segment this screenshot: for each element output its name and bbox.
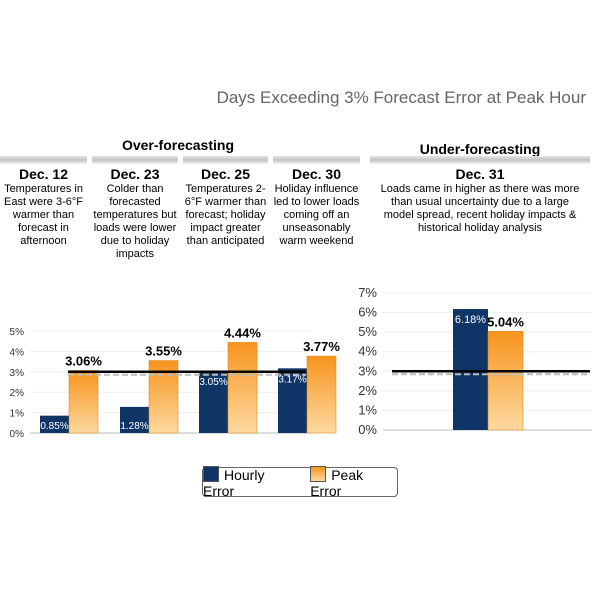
description: Colder than forecasted temperatures but … [93, 183, 177, 260]
section-over-forecasting: Over-forecasting [121, 137, 235, 153]
legend-label: Hourly Error [203, 466, 265, 499]
y-tick-label: 3% [358, 363, 377, 378]
y-tick-label: 7% [358, 285, 377, 300]
legend-peak: Peak Error [310, 465, 397, 499]
column-dec-23: Dec. 23 Colder than forecasted temperatur… [92, 156, 178, 261]
column-dec-25: Dec. 25 Temperatures 2-6°F warmer than fo… [183, 156, 268, 248]
y-tick-label: 2% [358, 383, 377, 398]
data-label-peak: 3.55% [145, 344, 182, 359]
description: Temperatures in East were 3-6°F warmer t… [4, 183, 83, 247]
y-tick-label: 5% [10, 327, 25, 338]
legend-label: Peak Error [310, 466, 364, 499]
y-tick-label: 3% [10, 368, 25, 379]
data-label-peak: 4.44% [224, 325, 261, 340]
chart-title: Days Exceeding 3% Forecast Error at Peak… [216, 88, 586, 107]
y-tick-label: 0% [10, 429, 25, 440]
legend-hourly: Hourly Error [203, 465, 298, 499]
y-tick-label: 2% [10, 388, 25, 399]
column-dec-12: Dec. 12 Temperatures in East were 3-6°F w… [0, 156, 87, 248]
y-tick-label: 4% [10, 347, 25, 358]
date-label: Dec. 12 [18, 166, 69, 182]
y-tick-label: 5% [358, 324, 377, 339]
bar-peak-error [68, 370, 99, 434]
bar-hourly-error [278, 368, 307, 433]
legend-swatch-peak [310, 465, 327, 482]
date-label: Dec. 30 [291, 166, 342, 182]
y-tick-label: 4% [358, 344, 377, 359]
description: Holiday influence led to lower loads com… [273, 183, 360, 247]
y-tick-label: 1% [358, 402, 377, 417]
date-label: Dec. 31 [455, 166, 505, 182]
data-label-hourly: 3.05% [199, 377, 227, 388]
y-tick-label: 0% [358, 422, 377, 437]
column-dec-31: Dec. 31 Loads came in higher as there was… [370, 156, 590, 235]
legend: Hourly Error Peak Error [202, 465, 398, 499]
y-tick-label: 6% [358, 305, 377, 320]
data-label-hourly: 1.28% [120, 421, 148, 432]
date-label: Dec. 25 [200, 166, 251, 182]
bar-hourly-error [120, 406, 149, 433]
data-label-hourly: 3.17% [278, 374, 306, 385]
column-dec-30: Dec. 30 Holiday influence led to lower lo… [273, 156, 360, 248]
date-label: Dec. 23 [110, 166, 160, 182]
description: Temperatures 2-6°F warmer than forecast;… [184, 183, 267, 247]
y-tick-label: 1% [10, 409, 25, 420]
data-label-hourly: 0.85% [40, 421, 68, 432]
data-label-peak: 5.04% [487, 314, 524, 329]
bar-peak-error [487, 331, 524, 431]
data-label-hourly: 6.18% [455, 314, 486, 326]
bar-hourly-error [40, 415, 69, 433]
bar-peak-error [227, 342, 258, 434]
section-under-forecasting: Under-forecasting [419, 141, 541, 157]
bar-hourly-error [453, 309, 488, 430]
data-label-peak: 3.06% [65, 354, 102, 369]
bar-peak-error [306, 355, 337, 434]
legend-swatch-hourly [203, 465, 219, 482]
data-label-peak: 3.77% [303, 339, 340, 354]
bar-hourly-error [199, 370, 228, 433]
description: Loads came in higher as there was more t… [380, 183, 580, 234]
